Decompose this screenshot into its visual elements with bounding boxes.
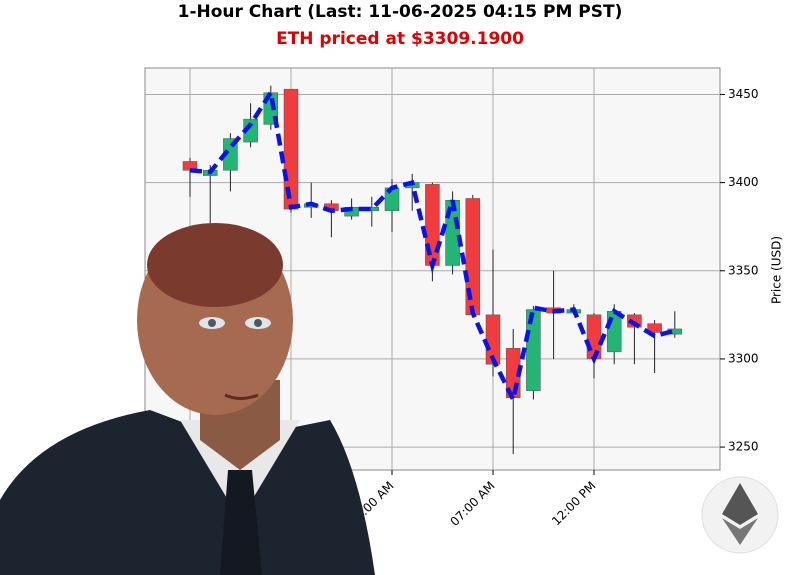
y-tick-label: 3250 xyxy=(728,440,759,454)
trend-line xyxy=(189,86,676,407)
figure-illustration xyxy=(0,223,375,575)
y-tick-label: 3450 xyxy=(728,87,759,101)
y-tick-label: 3350 xyxy=(728,263,759,277)
candle-body xyxy=(647,323,662,333)
y-tick-label: 3400 xyxy=(728,175,759,189)
y-axis-label: Price (USD) xyxy=(770,236,784,304)
x-tick-label: 12:00 PM xyxy=(549,479,598,528)
eth-logo xyxy=(701,476,779,554)
y-tick-label: 3300 xyxy=(728,351,759,365)
chart-title: 1-Hour Chart (Last: 11-06-2025 04:15 PM … xyxy=(178,2,623,22)
chart-subtitle: ETH priced at $3309.1900 xyxy=(276,29,524,49)
x-tick-label: 07:00 AM xyxy=(447,479,497,529)
candle-body xyxy=(526,309,541,391)
